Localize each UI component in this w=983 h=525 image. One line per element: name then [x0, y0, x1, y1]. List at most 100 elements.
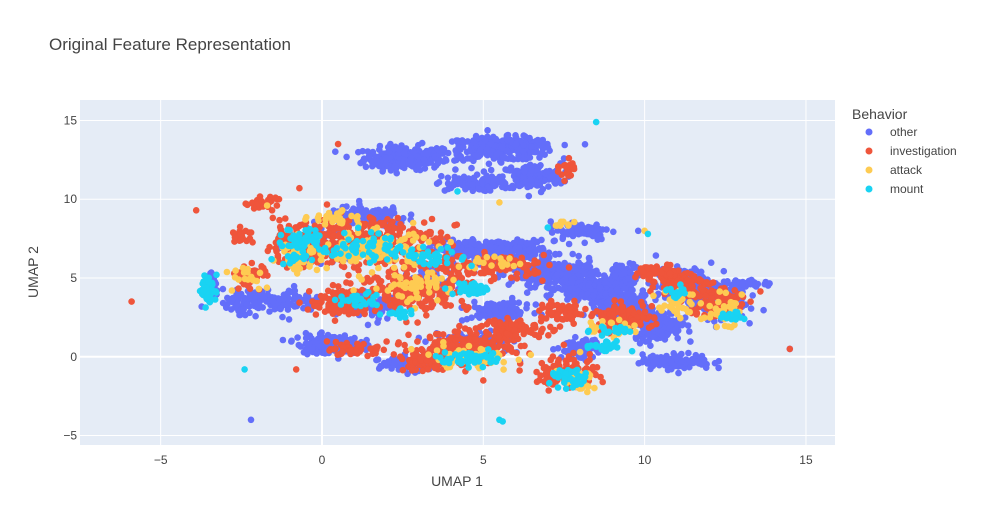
data-point	[647, 365, 654, 373]
data-point	[246, 309, 253, 317]
data-point	[720, 267, 728, 275]
data-point	[551, 237, 558, 244]
data-point	[456, 246, 463, 254]
data-point	[532, 301, 540, 308]
data-point	[234, 300, 241, 308]
data-point	[269, 297, 277, 305]
data-point	[498, 176, 505, 183]
data-point	[634, 227, 642, 235]
data-point	[442, 156, 449, 163]
data-point	[385, 148, 393, 156]
data-point	[471, 303, 479, 311]
data-point	[558, 279, 566, 286]
data-point	[527, 149, 534, 156]
data-point	[572, 266, 579, 274]
data-point	[503, 147, 511, 154]
data-point	[428, 215, 436, 223]
data-point	[292, 224, 299, 231]
data-point	[472, 336, 479, 343]
data-point	[285, 299, 292, 307]
data-point	[504, 131, 512, 139]
data-point	[594, 233, 602, 240]
data-point	[629, 261, 636, 269]
data-point	[460, 173, 468, 181]
data-point	[405, 331, 412, 339]
data-point	[552, 180, 559, 187]
data-point	[455, 239, 462, 247]
data-point	[524, 182, 532, 189]
data-point	[364, 321, 372, 329]
data-point	[481, 306, 488, 314]
data-point	[553, 271, 561, 279]
data-point	[590, 292, 597, 300]
data-point	[451, 222, 458, 229]
data-point	[611, 272, 619, 280]
data-point	[237, 292, 245, 299]
data-point	[302, 329, 310, 337]
data-point	[374, 275, 382, 283]
data-point	[276, 216, 283, 224]
data-point	[466, 329, 474, 336]
data-point	[515, 244, 523, 252]
data-point	[219, 299, 227, 307]
data-point	[533, 179, 540, 187]
data-point	[487, 243, 495, 251]
data-point	[671, 362, 679, 370]
data-point	[512, 132, 519, 139]
data-point	[527, 161, 534, 169]
data-point	[586, 263, 594, 271]
data-point	[581, 141, 589, 148]
data-point	[355, 267, 362, 274]
data-point	[269, 214, 277, 222]
data-point	[523, 301, 531, 308]
data-point	[497, 159, 505, 166]
data-point	[296, 299, 303, 307]
data-point	[526, 279, 533, 286]
data-point	[460, 139, 468, 146]
data-point	[554, 345, 562, 352]
data-point	[516, 311, 524, 318]
data-point	[672, 353, 680, 360]
data-point	[583, 291, 590, 299]
data-point	[541, 151, 548, 158]
data-point	[567, 285, 575, 292]
data-point	[593, 221, 600, 228]
data-point	[626, 269, 634, 276]
data-point	[575, 259, 582, 266]
data-point	[489, 338, 496, 346]
data-point	[442, 302, 449, 310]
data-point	[285, 316, 293, 323]
data-point	[702, 364, 710, 372]
data-point	[484, 177, 492, 184]
data-point	[581, 270, 589, 278]
data-point	[400, 149, 408, 157]
data-point	[367, 277, 375, 284]
data-point	[415, 161, 423, 169]
data-point	[433, 145, 441, 152]
data-point	[560, 341, 568, 349]
data-point	[445, 185, 452, 193]
data-point	[496, 238, 504, 246]
data-point	[539, 277, 546, 285]
data-point	[461, 239, 469, 246]
data-point	[423, 304, 431, 312]
data-point	[466, 148, 473, 155]
data-point	[526, 134, 533, 142]
data-point	[694, 358, 701, 366]
data-point	[486, 185, 493, 192]
data-point	[324, 287, 332, 295]
data-point	[345, 271, 352, 279]
data-point	[382, 160, 390, 167]
data-point	[545, 183, 552, 190]
data-point	[487, 277, 495, 285]
data-point	[394, 214, 402, 222]
data-point	[569, 250, 576, 258]
data-point	[325, 295, 333, 303]
data-point	[480, 312, 488, 319]
data-point	[458, 297, 466, 305]
data-point	[395, 146, 403, 153]
data-point	[565, 240, 573, 248]
data-point	[312, 311, 320, 318]
data-point	[407, 211, 415, 218]
